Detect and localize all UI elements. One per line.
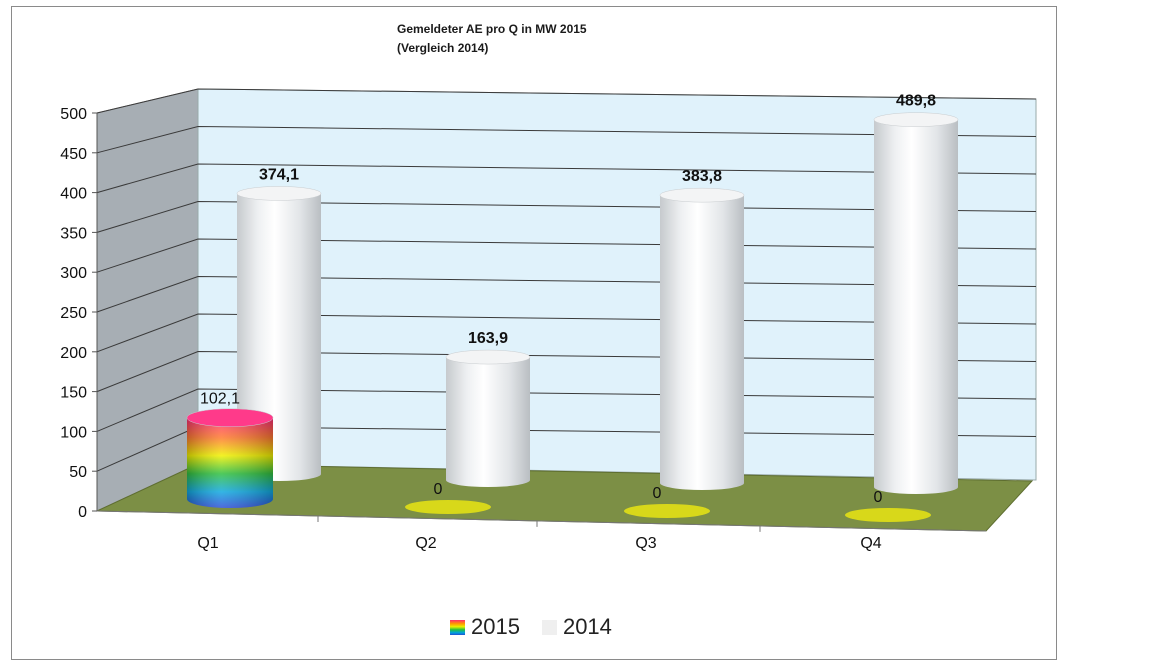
data-label-2014-q4: 489,8 — [896, 93, 936, 110]
bar-2014-q1 — [236, 186, 322, 482]
data-label-2015-q2: 0 — [434, 481, 443, 498]
bar-2015-q3 — [624, 504, 710, 518]
y-tick-label: 450 — [60, 146, 87, 163]
side-wall — [96, 88, 199, 512]
data-label-2015-q4: 0 — [874, 489, 883, 506]
cylinder-top — [236, 186, 322, 201]
chart-legend: 2015 2014 — [450, 614, 612, 640]
gridline — [96, 88, 1037, 114]
y-tick-label: 300 — [60, 265, 87, 282]
cylinder-body — [874, 119, 958, 495]
category-label-q2: Q2 — [415, 535, 436, 552]
bar-2015-q4 — [845, 508, 931, 522]
y-tick-label: 500 — [60, 106, 87, 123]
cylinder-body — [237, 193, 321, 482]
category-label-q1: Q1 — [197, 535, 218, 552]
legend-label-2015: 2015 — [471, 614, 520, 639]
category-label-q4: Q4 — [860, 535, 881, 552]
x-axis — [96, 510, 987, 532]
category-label-q3: Q3 — [635, 535, 656, 552]
bar-2014-q3 — [659, 187, 745, 490]
data-label-2014-q3: 383,8 — [682, 168, 722, 185]
bar-2015-q2 — [405, 500, 491, 514]
bar-2014-q4 — [873, 112, 959, 495]
zero-value-ellipse — [845, 508, 931, 522]
gridline — [96, 163, 1037, 194]
y-tick-label: 400 — [60, 186, 87, 203]
gridline — [96, 350, 1037, 393]
gridline — [96, 125, 1037, 154]
gridline — [96, 238, 1037, 273]
cylinder-top — [445, 349, 531, 365]
zero-value-ellipse — [624, 504, 710, 518]
cylinder-top — [186, 408, 274, 427]
legend-swatch-2014 — [541, 619, 557, 635]
legend-entry-2015: 2015 — [450, 614, 520, 640]
chart-subtitle: (Vergleich 2014) — [397, 41, 489, 55]
gridline — [96, 200, 1037, 233]
legend-entry-2014: 2014 — [541, 614, 612, 640]
y-tick-label: 0 — [78, 504, 87, 521]
gridline — [96, 388, 1037, 432]
cylinder-shade — [187, 417, 273, 508]
cylinder-top — [873, 112, 959, 127]
data-label-2015-q3: 0 — [653, 485, 662, 502]
y-tick-label: 200 — [60, 345, 87, 362]
zero-value-ellipse — [405, 500, 491, 514]
legend-swatch-2015 — [450, 619, 465, 635]
bar-2015-q1 — [186, 408, 274, 508]
data-label-2014-q1: 374,1 — [259, 166, 299, 183]
chart-title: Gemeldeter AE pro Q in MW 2015 — [397, 22, 587, 36]
cylinder-body — [660, 195, 744, 490]
gridline — [96, 313, 1037, 353]
y-tick-label: 250 — [60, 305, 87, 322]
y-tick-label: 150 — [60, 385, 87, 402]
y-tick-label: 350 — [60, 225, 87, 242]
y-tick-label: 100 — [60, 424, 87, 441]
data-label-2014-q2: 163,9 — [468, 330, 508, 347]
cylinder-body — [446, 357, 530, 487]
gridline — [96, 275, 1037, 313]
legend-label-2014: 2014 — [562, 614, 612, 639]
y-tick-label: 50 — [69, 464, 87, 481]
data-label-2015-q1: 102,1 — [200, 391, 240, 408]
bar-2014-q2 — [445, 349, 531, 487]
cylinder-top — [659, 187, 745, 203]
